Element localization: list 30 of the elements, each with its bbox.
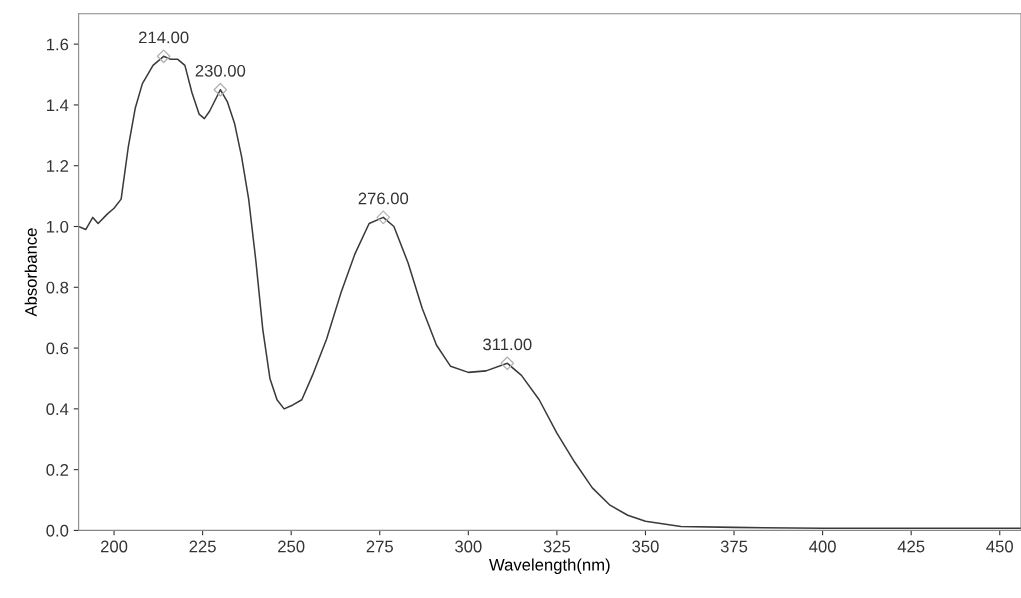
annotation: 230.00 bbox=[195, 64, 246, 77]
x-axis-title: Wavelength(nm) bbox=[489, 558, 610, 574]
y-tick-label: 1.4 bbox=[47, 99, 69, 111]
x-tick-label: 450 bbox=[986, 540, 1013, 553]
y-tick-label: 0.0 bbox=[46, 524, 69, 537]
y-tick-label: 1.2 bbox=[47, 160, 69, 172]
y-axis-title: Absorbance bbox=[24, 228, 37, 317]
annotation: 276.00 bbox=[358, 192, 409, 205]
point bbox=[376, 210, 391, 225]
x-tick-label: 325 bbox=[543, 540, 571, 553]
x-tick-label: 225 bbox=[189, 540, 216, 553]
x-tick-label: 300 bbox=[455, 540, 482, 553]
y-tick-label: 0.8 bbox=[46, 281, 69, 294]
x-tick-label: 250 bbox=[278, 540, 305, 553]
y-tick-label: 0.6 bbox=[46, 342, 69, 355]
x-tick-label: 375 bbox=[720, 540, 748, 553]
y-tick-label: 0.2 bbox=[46, 464, 69, 476]
x-tick-label: 200 bbox=[100, 540, 128, 553]
point bbox=[500, 356, 515, 371]
annotation: 311.00 bbox=[483, 338, 532, 351]
point bbox=[213, 82, 228, 97]
y-tick-label: 0.4 bbox=[46, 403, 69, 416]
x-tick-label: 350 bbox=[632, 540, 659, 553]
x-tick-label: 275 bbox=[366, 540, 393, 553]
y-tick-label: 1.0 bbox=[47, 220, 69, 233]
x-tick-label: 400 bbox=[809, 540, 836, 553]
y-tick-label: 1.6 bbox=[47, 38, 69, 51]
annotation: 214.00 bbox=[139, 31, 189, 44]
point bbox=[156, 49, 171, 64]
x-tick-label: 425 bbox=[897, 540, 925, 553]
